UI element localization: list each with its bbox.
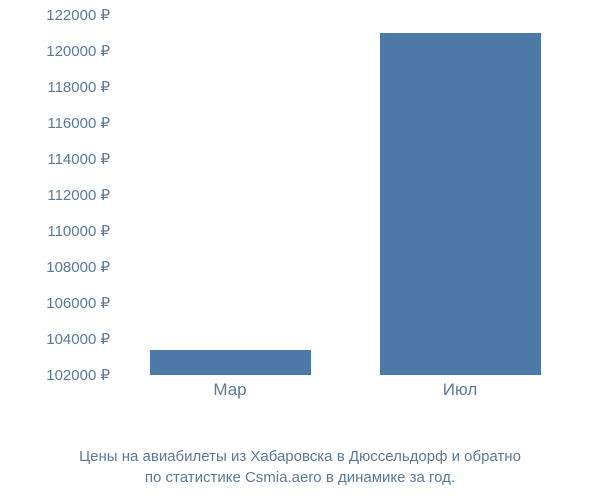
chart-caption: Цены на авиабилеты из Хабаровска в Дюссе…	[0, 446, 600, 488]
y-axis: 102000 ₽104000 ₽106000 ₽108000 ₽110000 ₽…	[15, 15, 110, 375]
y-tick-label: 112000 ₽	[47, 186, 110, 204]
y-tick-label: 108000 ₽	[46, 258, 110, 276]
price-chart: 102000 ₽ 104000 ₽ 106000 ₽ 108000 ₽ 110000 ₽…	[15, 15, 585, 435]
y-tick-label: 118000 ₽	[47, 78, 110, 96]
y-tick-label: 104000 ₽	[46, 330, 110, 348]
x-tick-label: Мар	[213, 380, 246, 400]
y-tick-label: 116000 ₽	[47, 114, 110, 132]
bar	[380, 33, 541, 375]
y-tick-label: 120000 ₽	[46, 42, 110, 60]
x-axis: Мар Июл	[115, 380, 575, 410]
plot-area	[115, 15, 575, 375]
y-tick-label: 114000 ₽	[47, 150, 110, 168]
y-tick-label: 106000 ₽	[46, 294, 110, 312]
caption-line-1: Цены на авиабилеты из Хабаровска в Дюссе…	[0, 446, 600, 467]
caption-line-2: по статистике Csmia.aero в динамике за г…	[0, 467, 600, 488]
y-tick-label: 102000 ₽	[46, 366, 110, 384]
bar	[150, 350, 311, 375]
y-tick-label: 122000 ₽	[46, 6, 110, 24]
y-tick-label: 110000 ₽	[47, 222, 110, 240]
x-tick-label: Июл	[443, 380, 478, 400]
